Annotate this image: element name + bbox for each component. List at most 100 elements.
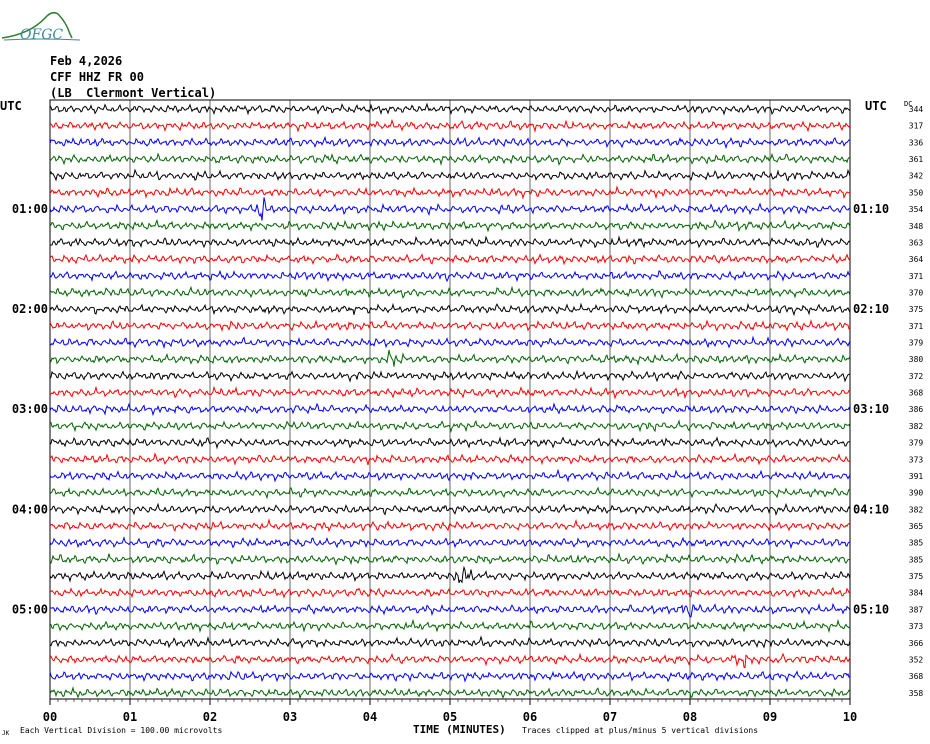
seismic-trace bbox=[49, 419, 851, 434]
seismic-trace bbox=[49, 618, 851, 634]
dc-offset-label: 348 bbox=[909, 222, 924, 231]
seismic-trace bbox=[49, 335, 851, 350]
dc-offset-label: 391 bbox=[909, 472, 924, 481]
x-tick-label: 07 bbox=[603, 710, 617, 724]
left-hour-label: 04:00 bbox=[12, 502, 48, 516]
seismic-trace bbox=[49, 685, 851, 699]
x-tick-label: 08 bbox=[683, 710, 697, 724]
seismic-trace bbox=[49, 369, 851, 383]
x-tick-label: 02 bbox=[203, 710, 217, 724]
seismic-trace bbox=[49, 452, 851, 466]
seismic-trace bbox=[49, 197, 851, 221]
scale-note: Each Vertical Division = 100.00 microvol… bbox=[20, 726, 222, 735]
dc-offset-label: 336 bbox=[909, 138, 924, 147]
dc-offset-label: 379 bbox=[909, 439, 924, 448]
seismic-trace bbox=[49, 285, 851, 299]
seismic-trace bbox=[49, 436, 851, 450]
dc-offset-label: 380 bbox=[909, 355, 924, 364]
seismic-trace bbox=[49, 118, 851, 134]
dc-offset-label: 342 bbox=[909, 172, 924, 181]
location-label: (LB Clermont Vertical) bbox=[50, 86, 217, 100]
left-hour-label: 05:00 bbox=[12, 602, 48, 616]
dc-offset-label: 390 bbox=[909, 489, 924, 498]
x-tick-label: 04 bbox=[363, 710, 377, 724]
dc-offset-label: 375 bbox=[909, 305, 924, 314]
logo-text: OFGC bbox=[20, 27, 64, 43]
right-hour-label: 01:10 bbox=[853, 202, 889, 216]
corner-mark: JK bbox=[2, 730, 10, 737]
seismic-trace bbox=[49, 235, 851, 249]
seismic-trace bbox=[49, 349, 851, 367]
dc-offset-label: 361 bbox=[909, 155, 924, 164]
right-utc-label: UTC bbox=[865, 99, 887, 113]
dc-offset-label: 371 bbox=[909, 322, 924, 331]
x-tick-label: 01 bbox=[123, 710, 137, 724]
seismic-trace bbox=[49, 385, 851, 400]
dc-offset-label: 365 bbox=[909, 522, 924, 531]
left-hour-label: 01:00 bbox=[12, 202, 48, 216]
x-axis-title: TIME (MINUTES) bbox=[413, 723, 506, 736]
x-tick-label: 05 bbox=[443, 710, 457, 724]
seismic-trace bbox=[49, 565, 851, 584]
dc-offset-label: 354 bbox=[909, 205, 924, 214]
dc-offset-label: 364 bbox=[909, 255, 924, 264]
dc-offset-label: 317 bbox=[909, 122, 924, 131]
seismic-trace bbox=[49, 635, 851, 649]
seismic-trace bbox=[49, 318, 851, 333]
seismic-trace bbox=[49, 185, 851, 200]
seismic-trace bbox=[49, 486, 851, 500]
x-tick-label: 00 bbox=[43, 710, 57, 724]
dc-offset-label: 371 bbox=[909, 272, 924, 281]
dc-offset-label: 352 bbox=[909, 655, 924, 664]
dc-offset-label: 382 bbox=[909, 505, 924, 514]
left-hour-label: 03:00 bbox=[12, 402, 48, 416]
dc-offset-label: 385 bbox=[909, 555, 924, 564]
dc-offset-label: 375 bbox=[909, 572, 924, 581]
dc-offset-label: 379 bbox=[909, 339, 924, 348]
x-tick-label: 03 bbox=[283, 710, 297, 724]
right-hour-label: 05:10 bbox=[853, 602, 889, 616]
dc-offset-label: 372 bbox=[909, 372, 924, 381]
seismic-trace bbox=[49, 135, 851, 150]
x-tick-label: 10 bbox=[843, 710, 857, 724]
seismic-trace bbox=[49, 302, 851, 317]
station-label: CFF HHZ FR 00 bbox=[50, 70, 144, 84]
dc-offset-label: 373 bbox=[909, 455, 924, 464]
seismic-trace bbox=[49, 402, 851, 417]
dc-offset-label: 385 bbox=[909, 539, 924, 548]
seismic-trace bbox=[49, 586, 851, 599]
seismic-trace bbox=[49, 518, 851, 533]
x-tick-label: 09 bbox=[763, 710, 777, 724]
seismic-trace bbox=[49, 253, 851, 266]
dc-offset-label: 368 bbox=[909, 672, 924, 681]
seismic-trace bbox=[49, 552, 851, 566]
right-hour-label: 03:10 bbox=[853, 402, 889, 416]
seismic-trace bbox=[49, 652, 851, 669]
seismic-trace bbox=[49, 102, 851, 116]
dc-offset-label: 363 bbox=[909, 238, 924, 247]
seismic-trace bbox=[49, 218, 851, 233]
dc-offset-label: 386 bbox=[909, 405, 924, 414]
dc-offset-label: 366 bbox=[909, 639, 924, 648]
dc-column-label: DC bbox=[904, 100, 912, 108]
seismic-trace bbox=[49, 468, 851, 483]
dc-offset-label: 370 bbox=[909, 288, 924, 297]
seismic-trace bbox=[49, 168, 851, 182]
date-label: Feb 4,2026 bbox=[50, 54, 123, 68]
seismic-trace bbox=[49, 502, 851, 517]
dc-offset-label: 384 bbox=[909, 589, 924, 598]
seismic-trace bbox=[49, 670, 851, 683]
dc-offset-label: 368 bbox=[909, 389, 924, 398]
dc-offset-label: 373 bbox=[909, 622, 924, 631]
dc-offset-label: 387 bbox=[909, 605, 924, 614]
dc-offset-label: 358 bbox=[909, 689, 924, 698]
observatory-logo bbox=[1, 11, 81, 41]
left-hour-label: 02:00 bbox=[12, 302, 48, 316]
x-tick-label: 06 bbox=[523, 710, 537, 724]
seismic-trace bbox=[49, 152, 851, 167]
seismic-trace bbox=[49, 602, 851, 618]
dc-offset-label: 382 bbox=[909, 422, 924, 431]
dc-offset-label: 344 bbox=[909, 105, 924, 114]
seismic-trace bbox=[49, 269, 851, 283]
